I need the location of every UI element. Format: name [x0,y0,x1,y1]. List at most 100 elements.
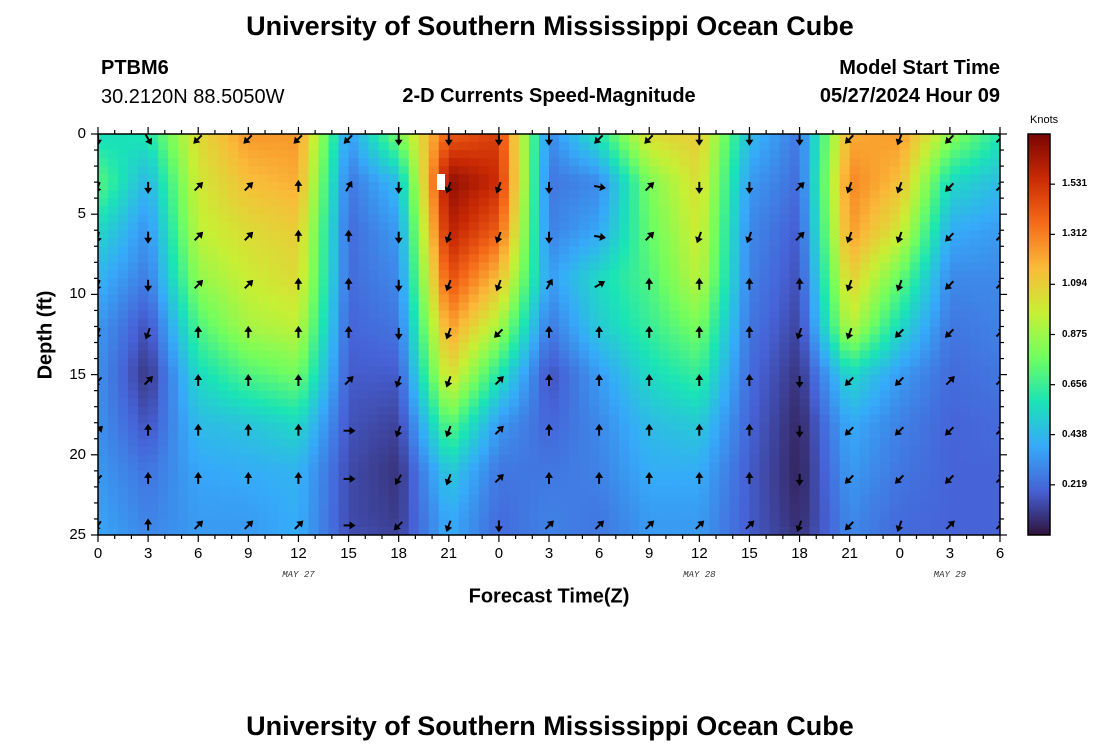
heatmap-cell [318,422,330,432]
heatmap-cell [889,230,901,239]
heatmap-cell [258,358,269,368]
heatmap-cell [949,366,961,376]
heatmap-cell [759,142,771,151]
heatmap-cell [839,502,851,512]
heatmap-cell [649,430,660,440]
heatmap-cell [619,454,630,464]
heatmap-cell [468,454,480,464]
heatmap-cell [268,478,279,488]
heatmap-cell [559,470,570,480]
heatmap-cell [458,302,470,312]
heatmap-cell [789,438,801,448]
heatmap-cell [849,414,861,424]
heatmap-cell [929,406,941,416]
heatmap-cell [538,326,550,336]
heatmap-cell [498,198,510,207]
heatmap-cell [699,198,710,207]
heatmap-cell [98,230,109,239]
heatmap-cell [388,342,400,352]
heatmap-cell [679,510,690,520]
heatmap-cell [789,406,801,416]
heatmap-cell [528,262,540,271]
heatmap-cell [919,358,931,368]
heatmap-cell [969,478,981,488]
heatmap-cell [258,454,269,464]
heatmap-cell [238,470,249,480]
heatmap-cell [899,214,911,223]
current-arrow [494,473,504,484]
current-arrow [795,473,804,486]
heatmap-cell [919,142,931,151]
heatmap-cell [799,382,811,392]
heatmap-cell [448,150,460,159]
heatmap-cell [549,374,560,384]
heatmap-cell [919,134,931,143]
heatmap-cell [308,470,320,480]
heatmap-cell [308,502,320,512]
heatmap-cell [939,358,951,368]
heatmap-cell [949,382,961,392]
heatmap-cell [458,246,470,255]
heatmap-cell [308,286,320,295]
heatmap-cell [799,390,811,400]
heatmap-cell [428,142,440,151]
heatmap-cell [418,342,430,352]
heatmap-cell [609,374,620,384]
heatmap-cell [438,454,450,464]
heatmap-cell [218,142,229,151]
heatmap-cell [649,454,660,464]
heatmap-cell [158,454,169,464]
heatmap-cell [428,214,440,223]
current-arrow [193,520,204,530]
heatmap-cell [869,518,881,528]
heatmap-cell [328,246,340,255]
heatmap-cell [639,174,650,183]
heatmap-cell [108,214,119,223]
heatmap-cell [198,430,209,440]
heatmap-cell [488,294,500,304]
heatmap-cell [288,166,300,175]
heatmap-cell [619,334,630,344]
heatmap-cell [368,318,380,328]
heatmap-cell [619,350,630,360]
heatmap-cell [328,294,340,304]
heatmap-cell [508,142,520,151]
heatmap-cell [168,270,179,279]
heatmap-cell [969,254,981,263]
heatmap-cell [128,206,139,215]
heatmap-cell [909,470,921,480]
heatmap-cell [458,278,470,287]
heatmap-cell [749,198,761,207]
heatmap-cell [869,438,881,448]
heatmap-cell [879,510,891,520]
heatmap-cell [418,366,430,376]
heatmap-cell [108,182,119,191]
heatmap-cell [508,446,520,456]
heatmap-cell [969,438,981,448]
heatmap-cell [248,470,259,480]
heatmap-cell [729,414,741,424]
heatmap-cell [759,302,771,312]
heatmap-cell [689,366,700,376]
heatmap-cell [649,214,660,223]
heatmap-cell [458,310,470,320]
heatmap-cell [629,398,640,408]
heatmap-cell [338,182,350,191]
heatmap-cell [779,526,791,535]
heatmap-cell [909,502,921,512]
heatmap-cell [589,166,600,175]
heatmap-cell [168,278,179,287]
heatmap-cell [298,422,310,432]
heatmap-cell [298,134,310,143]
heatmap-cell [849,286,861,295]
heatmap-cell [849,246,861,255]
heatmap-cell [128,390,139,400]
station-id: PTBM6 [101,57,169,79]
heatmap-cell [228,374,239,384]
heatmap-cell [458,262,470,271]
heatmap-cell [418,310,430,320]
heatmap-cell [378,334,390,344]
heatmap-cell [599,470,610,480]
heatmap-cell [228,470,239,480]
heatmap-cell [659,302,670,312]
